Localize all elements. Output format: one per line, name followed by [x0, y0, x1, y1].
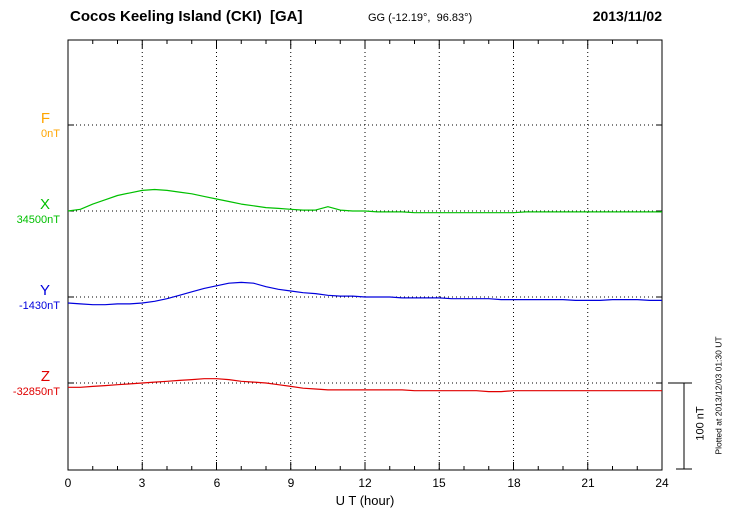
- x-tick-label-24: 24: [655, 476, 669, 490]
- x-tick-label-21: 21: [581, 476, 595, 490]
- component-label-x: X: [39, 196, 50, 213]
- scale-bar-label: 100 nT: [694, 406, 707, 441]
- x-tick-label-18: 18: [507, 476, 521, 490]
- x-tick-label-9: 9: [287, 476, 295, 490]
- x-tick-label-12: 12: [358, 476, 372, 490]
- component-label-y: Y: [39, 282, 50, 299]
- x-tick-label-3: 3: [138, 476, 146, 490]
- baseline-value-y: -1430nT: [19, 300, 60, 312]
- baseline-value-x: 34500nT: [16, 214, 60, 226]
- station-title: Cocos Keeling Island (CKI) [GA]: [70, 8, 303, 25]
- component-label-z: Z: [40, 368, 50, 385]
- baseline-value-f: 0nT: [41, 128, 60, 140]
- x-tick-label-15: 15: [432, 476, 446, 490]
- geographic-coords-label: GG (-12.19°, 96.83°): [368, 12, 473, 24]
- date-label: 2013/11/02: [592, 8, 662, 24]
- x-tick-label-6: 6: [213, 476, 221, 490]
- plotted-at-note: Plotted at 2013/12/03 01:30 UT: [713, 336, 724, 455]
- baseline-value-z: -32850nT: [12, 386, 60, 398]
- x-tick-label-0: 0: [64, 476, 72, 490]
- component-label-f: F: [40, 110, 50, 127]
- x-axis-label: U T (hour): [335, 493, 395, 508]
